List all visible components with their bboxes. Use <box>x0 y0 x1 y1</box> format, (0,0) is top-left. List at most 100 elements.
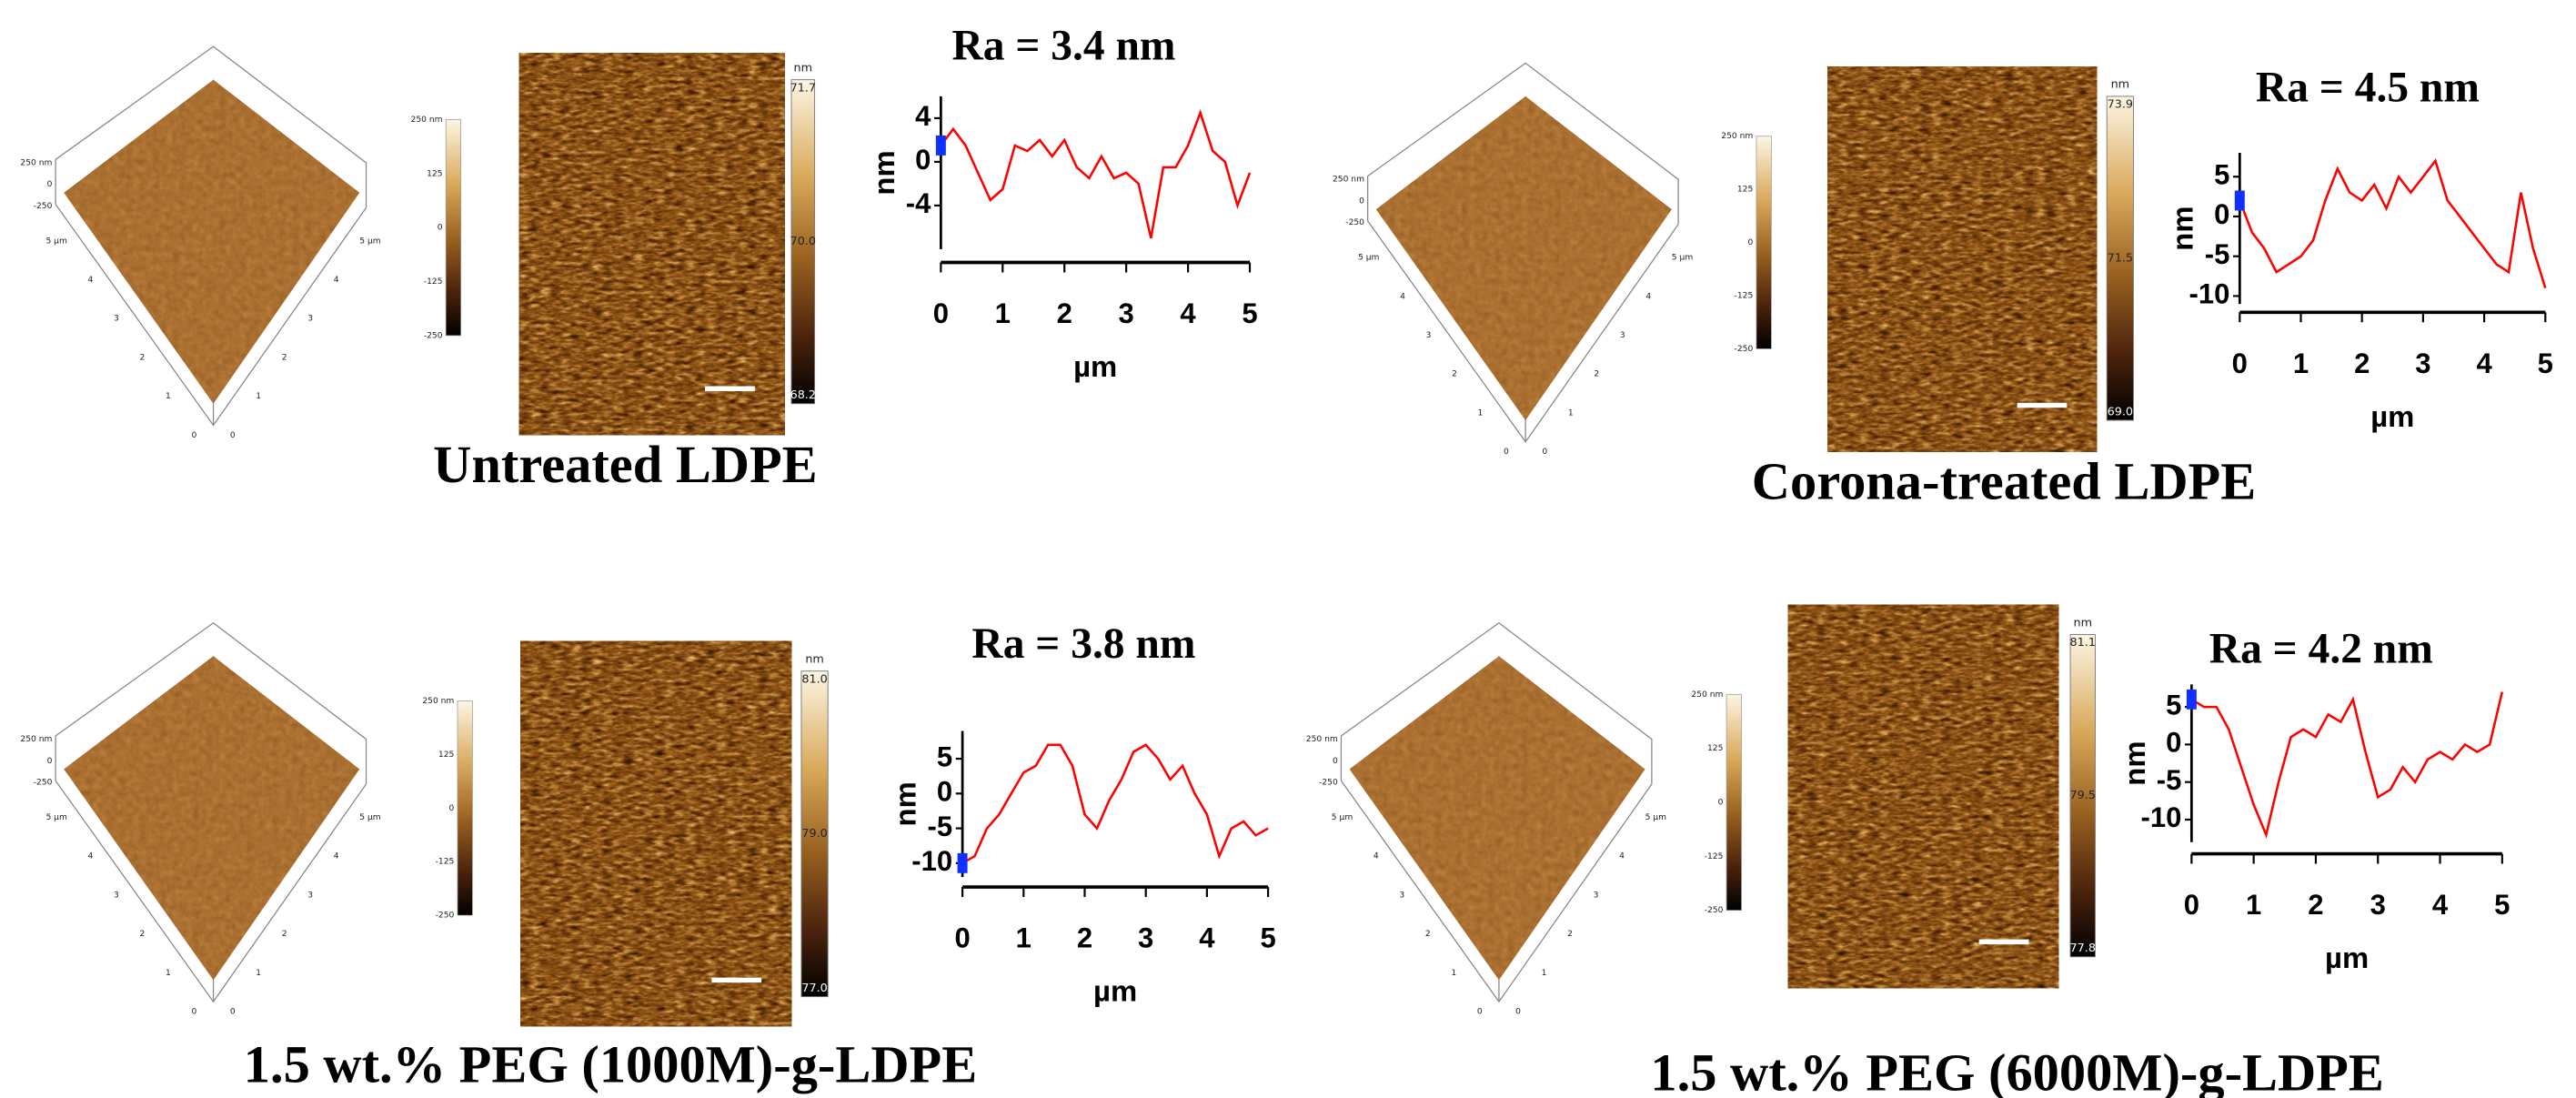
edge-tick-label: 4 <box>88 276 94 285</box>
height-scale-label: -250 <box>436 912 455 921</box>
z-tick-label: -250 <box>34 202 53 211</box>
edge-tick-label: 5 µm <box>1358 254 1380 263</box>
z-tick-label: 250 nm <box>1306 735 1338 744</box>
z-tick-label: 250 nm <box>20 735 52 744</box>
y-tick-label: 5 <box>2166 689 2181 720</box>
x-tick-label: 3 <box>2415 348 2430 379</box>
profile-line <box>961 743 1269 864</box>
height-scale-label: -250 <box>424 331 443 340</box>
height-scale-label: 125 <box>1707 744 1724 753</box>
roughness-label: Ra = 4.5 nm <box>2256 64 2480 111</box>
height-scale-bar <box>445 119 462 337</box>
colorbar-unit: nm <box>2111 78 2130 92</box>
edge-tick-label: 1 <box>1542 969 1547 978</box>
edge-tick-label: 0 <box>191 431 196 440</box>
surface <box>1349 656 1645 981</box>
edge-tick-label: 1 <box>166 969 171 978</box>
y-tick-label: 0 <box>2214 198 2229 230</box>
edge-tick-label: 5 µm <box>1332 813 1353 822</box>
height-scale-label: 125 <box>438 750 455 760</box>
colorbar-tick-label: 71.7 <box>790 81 816 95</box>
y-axis-label: nm <box>2166 206 2199 250</box>
profile-line <box>940 109 1252 239</box>
edge-tick-label: 2 <box>1452 370 1457 379</box>
height-scale-label: 250 nm <box>422 697 454 706</box>
edge-tick-label: 3 <box>307 315 313 324</box>
x-axis-label: µm <box>2325 941 2369 974</box>
edge-tick-label: 1 <box>256 969 261 978</box>
wireframe <box>55 45 367 208</box>
cursor-marker <box>2186 689 2197 710</box>
y-tick-label: -4 <box>906 187 931 219</box>
height-scale-label: -125 <box>1735 292 1754 301</box>
height-scale-label: 0 <box>438 224 443 233</box>
colorbar-tick-label: 81.1 <box>2070 636 2096 650</box>
edge-tick-label: 3 <box>114 315 119 324</box>
y-axis-label: nm <box>2118 740 2151 785</box>
height-scale-label: -250 <box>1705 906 1724 915</box>
colorbar-tick-label: 70.0 <box>790 235 816 248</box>
profile-chart: 4 0 -4 0 1 2 3 4 5 µm nm <box>867 96 1258 383</box>
x-tick-label: 3 <box>1119 297 1134 329</box>
z-tick-label: 0 <box>1359 196 1364 206</box>
x-tick-label: 4 <box>1199 922 1215 954</box>
y-axis-label: nm <box>867 150 901 195</box>
y-tick-label: 5 <box>2214 158 2229 190</box>
edge-tick-label: 4 <box>88 852 94 861</box>
cursor-marker <box>935 135 946 156</box>
y-tick-label: -5 <box>928 811 953 842</box>
x-tick-label: 5 <box>1260 922 1275 954</box>
edge-tick-label: 0 <box>1542 448 1547 457</box>
edge-tick-label: 4 <box>1400 292 1405 301</box>
edge-tick-label: 2 <box>1594 370 1599 379</box>
y-tick-label: -10 <box>2189 278 2229 310</box>
height-scale-label: -125 <box>1705 852 1724 861</box>
colorbar-unit: nm <box>2073 616 2092 630</box>
roughness-label: Ra = 4.2 nm <box>2209 626 2433 673</box>
profile-line <box>2190 691 2504 839</box>
sample-label: Corona-treated LDPE <box>1752 451 2256 510</box>
edge-tick-label: 1 <box>1451 969 1456 978</box>
edge-tick-label: 3 <box>1620 331 1625 340</box>
x-tick-label: 1 <box>2293 348 2309 379</box>
colorbar-tick-label: 77.0 <box>801 982 827 995</box>
height-scale-bar <box>457 700 473 916</box>
edge-tick-label: 2 <box>282 353 287 362</box>
x-tick-label: 4 <box>2432 889 2449 921</box>
afm-image <box>1827 66 2098 452</box>
afm-image <box>518 53 785 436</box>
afm-image <box>1787 604 2059 989</box>
colorbar <box>800 670 829 998</box>
edge-tick-label: 5 µm <box>359 813 381 822</box>
x-tick-label: 2 <box>1077 922 1092 954</box>
height-scale-label: 0 <box>1718 798 1724 807</box>
edge-tick-label: 2 <box>1567 930 1573 939</box>
colorbar-tick-label: 71.5 <box>2108 251 2133 265</box>
y-tick-label: 0 <box>915 144 931 176</box>
edge-tick-label: 2 <box>282 930 287 939</box>
edge-tick-label: 0 <box>230 431 236 440</box>
sample-label: 1.5 wt.% PEG (6000M)-g-LDPE <box>1650 1043 2383 1098</box>
edge-tick-label: 0 <box>191 1008 196 1017</box>
edge-tick-label: 0 <box>230 1008 236 1017</box>
z-tick-label: 0 <box>47 757 53 766</box>
x-tick-label: 3 <box>1138 922 1153 954</box>
edge-tick-label: 4 <box>334 852 339 861</box>
height-scale-label: 125 <box>427 169 443 178</box>
sample-label: Untreated LDPE <box>433 435 817 494</box>
x-tick-label: 2 <box>1057 297 1072 329</box>
height-scale-label: -125 <box>424 277 443 287</box>
edge-tick-label: 2 <box>140 930 146 939</box>
y-tick-label: 4 <box>915 100 931 132</box>
x-tick-label: 3 <box>2370 889 2386 921</box>
colorbar <box>2106 96 2134 421</box>
z-tick-label: 250 nm <box>20 158 52 167</box>
edge-tick-label: 3 <box>1426 331 1432 340</box>
y-tick-label: 5 <box>937 740 952 772</box>
edge-tick-label: 3 <box>1399 891 1404 900</box>
colorbar <box>790 79 816 405</box>
